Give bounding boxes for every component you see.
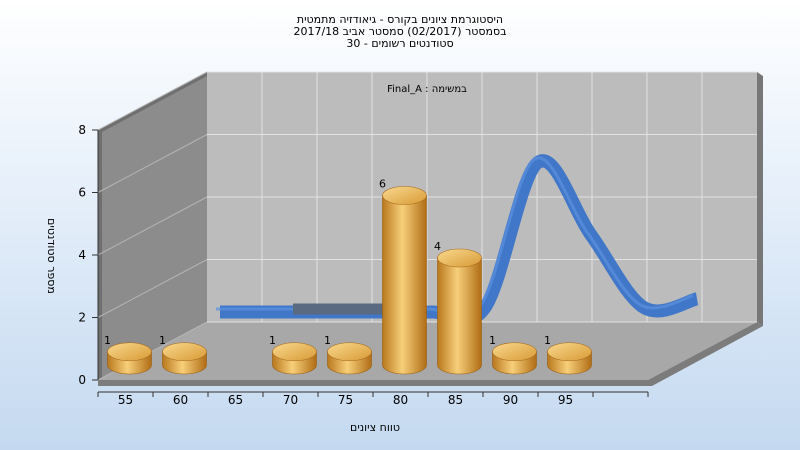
bar-value-label: 1: [104, 334, 111, 347]
bar-top: [492, 342, 537, 362]
y-tick-label: 8: [78, 123, 86, 137]
bar-75: 1: [324, 334, 372, 375]
y-tick-label: 0: [78, 373, 86, 387]
floor: [98, 322, 757, 380]
bar-body: [382, 195, 427, 375]
bar-top: [382, 186, 427, 205]
bar-value-label: 1: [269, 334, 276, 347]
bar-85: 4: [434, 240, 482, 375]
x-tick-label: 90: [503, 393, 518, 407]
bar-80: 6: [379, 178, 427, 375]
title-line-1: היסטוגרמת ציונים בקורס - גיאודזיה מתמטית: [297, 13, 503, 26]
back-wall-edge: [757, 72, 763, 326]
x-tick-label: 75: [338, 393, 353, 407]
bar-value-label: 6: [379, 178, 386, 191]
bar-95: 1: [544, 334, 592, 375]
x-tick-label: 95: [558, 393, 573, 407]
grid-line-left-2: [97, 259, 208, 318]
bar-top: [162, 342, 207, 362]
y-tick-label: 2: [78, 311, 86, 325]
title-line-2: בסמסטר (02/2017) סמסטר אביב 2017/18: [293, 25, 506, 38]
grid-line-left-8: [97, 71, 208, 131]
y-tick-label: 4: [78, 248, 86, 262]
title-line-3: סטודנטים רשומים - 30: [346, 37, 453, 50]
bar-top: [107, 342, 152, 362]
bar-top: [547, 342, 592, 362]
x-tick-label: 55: [118, 393, 133, 407]
x-tick-label: 80: [393, 393, 408, 407]
bar-top: [437, 248, 482, 268]
bar-70: 1: [269, 334, 317, 375]
grid-line-left-4: [97, 196, 208, 256]
bar-value-label: 1: [489, 334, 496, 347]
x-tick-label: 85: [448, 393, 463, 407]
bar-value-label: 4: [434, 240, 441, 253]
chart-annotation: Final_A : במשימה: [387, 84, 467, 95]
bar-top: [327, 342, 372, 362]
x-tick-label: 70: [283, 393, 298, 407]
y-axis-label: מספר סטודנטים: [45, 218, 58, 294]
bar-top: [272, 342, 317, 362]
y-tick-label: 6: [78, 186, 86, 200]
bar-value-label: 1: [324, 334, 331, 347]
x-tick-label: 60: [173, 393, 188, 407]
bar-90: 1: [489, 334, 537, 375]
x-axis-label: טווח ציונים: [350, 421, 400, 434]
bar-value-label: 1: [544, 334, 551, 347]
grid-line-left-6: [97, 134, 208, 193]
bar-value-label: 1: [159, 334, 166, 347]
x-tick-label: 65: [228, 393, 243, 407]
grid-lines: [97, 71, 757, 381]
bar-body: [437, 257, 482, 375]
bar-60: 1: [159, 334, 207, 375]
bar-55: 1: [104, 334, 152, 375]
bars: 1 1 1 1 6 4 1 1: [104, 178, 592, 375]
chart-title: היסטוגרמת ציונים בקורס - גיאודזיה מתמטית…: [293, 13, 506, 50]
axes: 0 2 4 6 8 55 60 65 70 75 80 85 90 95: [78, 123, 649, 407]
